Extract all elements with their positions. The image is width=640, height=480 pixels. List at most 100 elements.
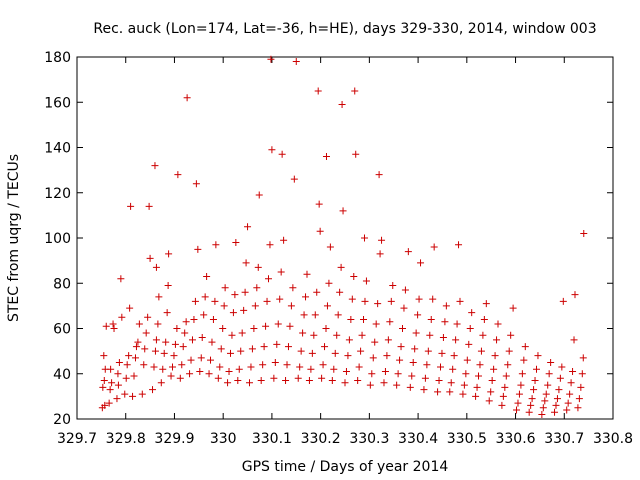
data-point (571, 291, 579, 299)
data-point (430, 243, 438, 251)
data-point (325, 279, 333, 287)
data-point (398, 325, 406, 332)
data-point (580, 229, 588, 237)
data-point (142, 329, 150, 337)
data-point (532, 365, 540, 373)
data-point (552, 401, 560, 409)
data-point (539, 404, 547, 412)
data-point (310, 331, 318, 339)
data-point (412, 329, 420, 337)
data-point (435, 377, 443, 385)
data-point (488, 377, 496, 385)
data-point (181, 329, 189, 337)
data-point (102, 322, 110, 330)
y-tick-label: 180 (44, 50, 71, 66)
data-point (354, 377, 362, 385)
data-point (455, 241, 463, 249)
data-point (307, 365, 315, 373)
data-point (362, 277, 370, 285)
data-point (542, 390, 550, 398)
data-point (421, 374, 429, 382)
data-point (200, 311, 208, 319)
data-point (449, 365, 457, 373)
data-point (211, 297, 219, 305)
data-point (160, 349, 168, 357)
data-point (110, 325, 118, 332)
data-point (355, 363, 363, 371)
data-point (521, 343, 529, 351)
data-point (507, 331, 515, 339)
data-point (313, 288, 321, 296)
y-tick-label: 140 (44, 141, 71, 157)
data-point (567, 379, 575, 387)
data-point (337, 263, 345, 271)
data-point (426, 331, 434, 339)
data-point (149, 386, 157, 394)
data-point (384, 336, 392, 344)
x-tick-label: 330.1 (252, 431, 292, 447)
data-point (178, 361, 186, 369)
data-point (274, 320, 282, 328)
data-point (221, 284, 229, 292)
y-tick-label: 100 (44, 231, 71, 247)
data-point (118, 313, 126, 321)
data-point (357, 347, 365, 355)
data-point (237, 347, 245, 355)
data-point (479, 331, 487, 339)
data-point (100, 352, 108, 360)
data-point (494, 320, 502, 328)
data-point (100, 377, 108, 385)
data-point (504, 361, 512, 369)
data-point (466, 325, 474, 332)
data-point (242, 259, 250, 267)
x-tick-label: 330.3 (349, 431, 389, 447)
data-point (575, 395, 583, 403)
data-point (482, 300, 490, 308)
data-point (231, 291, 239, 299)
data-point (450, 352, 458, 360)
data-point (176, 374, 184, 382)
data-point (558, 363, 566, 371)
data-point (319, 361, 327, 369)
y-tick-label: 20 (53, 412, 71, 428)
data-point (566, 390, 574, 398)
data-point (547, 358, 555, 366)
data-point (263, 297, 271, 305)
data-point (299, 329, 307, 337)
data-point (155, 293, 163, 301)
data-point (348, 295, 356, 303)
x-tick-label: 330.7 (544, 431, 584, 447)
data-point (108, 379, 116, 387)
data-point (411, 345, 419, 353)
data-point (187, 356, 195, 364)
data-point (485, 397, 493, 405)
data-point (101, 401, 109, 409)
data-point (286, 322, 294, 330)
data-point (235, 365, 243, 373)
data-point (107, 365, 115, 373)
data-point (165, 250, 173, 258)
data-points (98, 55, 588, 418)
data-point (556, 374, 564, 382)
data-point (109, 320, 117, 328)
data-point (305, 377, 313, 385)
data-point (579, 354, 587, 362)
x-tick-label: 330.2 (301, 431, 341, 447)
data-point (251, 302, 259, 310)
y-axis: 20 40 60 80 100 120 140 160 180 (44, 50, 613, 428)
data-point (531, 377, 539, 385)
data-point (308, 349, 316, 357)
y-tick-label: 120 (44, 186, 71, 202)
data-point (578, 370, 586, 378)
data-point (493, 336, 501, 344)
data-point (203, 272, 211, 280)
data-point (268, 146, 276, 154)
data-point (541, 397, 549, 405)
data-point (334, 311, 342, 319)
data-point (472, 392, 480, 400)
data-point (208, 338, 216, 346)
data-point (228, 331, 236, 339)
data-point (462, 370, 470, 378)
data-point (276, 295, 284, 303)
data-point (194, 245, 202, 253)
